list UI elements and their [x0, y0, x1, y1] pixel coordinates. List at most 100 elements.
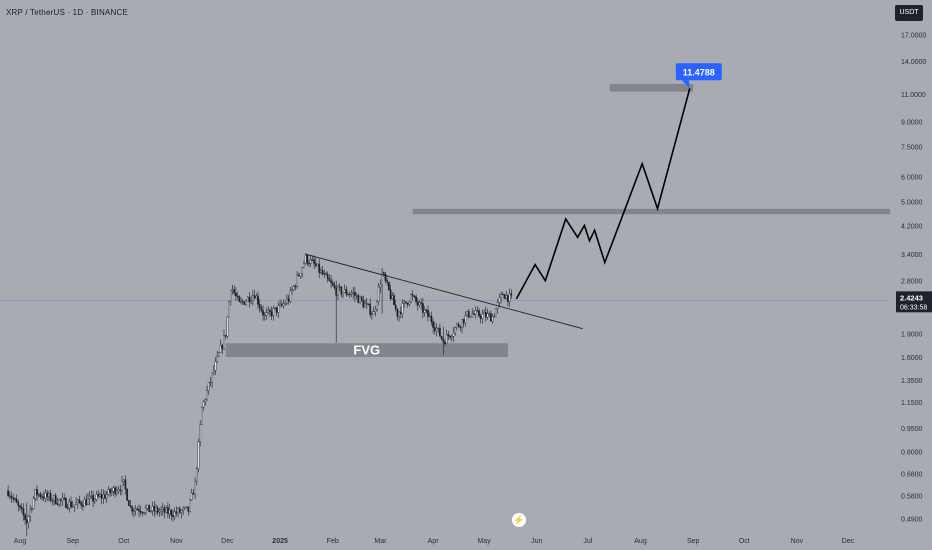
- candle: [7, 485, 9, 498]
- candle: [471, 308, 474, 318]
- candle-body: [226, 316, 229, 337]
- x-tick-label: Mar: [374, 538, 387, 545]
- candle-body: [66, 507, 69, 509]
- candle-body: [122, 479, 125, 482]
- y-tick-label: 4.2000: [901, 223, 923, 230]
- candle: [12, 493, 15, 503]
- candle: [187, 506, 190, 516]
- y-tick-label: 5.0000: [901, 200, 923, 207]
- candle-body: [374, 309, 377, 312]
- candle: [491, 313, 494, 324]
- candle-body: [93, 499, 96, 502]
- candle-body: [161, 507, 164, 510]
- candle-body: [180, 510, 183, 513]
- candle: [340, 285, 343, 298]
- candle-body: [269, 310, 271, 312]
- candle-body: [367, 303, 370, 305]
- candle: [297, 272, 300, 277]
- candle-body: [405, 301, 407, 304]
- candle: [153, 501, 156, 518]
- candle: [134, 504, 137, 516]
- candle: [267, 306, 270, 315]
- candle-body: [284, 303, 287, 305]
- candle: [386, 277, 389, 286]
- candle: [167, 502, 169, 519]
- candle: [403, 299, 406, 308]
- candle-body: [240, 300, 242, 303]
- price-axis[interactable]: 17.0000 14.0000 11.0000 9.0000 7.5000 6.0000 5…: [896, 33, 932, 524]
- candle: [54, 493, 57, 505]
- candle: [141, 510, 144, 517]
- candle: [95, 490, 98, 502]
- candle: [294, 283, 297, 291]
- candle: [82, 500, 84, 511]
- candle-body: [280, 303, 283, 306]
- candle: [70, 496, 72, 509]
- candle-body: [75, 502, 77, 505]
- symbol-title[interactable]: XRP / TetherUS · 1D · BINANCE: [6, 8, 128, 17]
- candle: [10, 491, 13, 503]
- candle-body: [27, 516, 30, 524]
- currency-badge[interactable]: USDT: [895, 5, 923, 21]
- candle-body: [508, 293, 511, 303]
- candle: [58, 498, 60, 508]
- candle: [479, 313, 482, 324]
- candle-body: [54, 495, 57, 504]
- candle-body: [299, 273, 302, 277]
- candle-body: [83, 499, 86, 507]
- candle: [362, 295, 365, 309]
- candle: [320, 267, 322, 274]
- candle: [76, 498, 79, 509]
- candle-body: [467, 311, 470, 318]
- candle-body: [416, 301, 419, 306]
- candle: [48, 490, 50, 502]
- candle-body: [311, 259, 314, 261]
- candle: [303, 260, 305, 269]
- candle-body: [117, 489, 120, 492]
- y-tick-label: 1.1500: [901, 400, 923, 407]
- candle-body: [330, 280, 332, 283]
- candle-body: [398, 311, 400, 317]
- candle: [437, 327, 440, 334]
- candle: [65, 497, 67, 509]
- candle: [44, 489, 47, 503]
- candle: [68, 498, 71, 513]
- candle-body: [484, 312, 487, 318]
- candle: [473, 310, 475, 315]
- candle-body: [320, 270, 322, 273]
- candle: [432, 318, 434, 334]
- candle-body: [85, 499, 88, 506]
- candle-body: [80, 502, 83, 506]
- candle-body: [195, 468, 198, 482]
- x-tick-label: Aug: [14, 538, 27, 545]
- candle: [136, 506, 139, 511]
- candle: [243, 301, 246, 306]
- candle-body: [377, 286, 380, 302]
- candle-body: [134, 508, 137, 511]
- lightning-icon[interactable]: ⚡: [512, 513, 526, 527]
- candle-body: [498, 297, 501, 303]
- candle-body: [158, 510, 161, 513]
- time-axis[interactable]: Aug Sep Oct Nov Dec 2025 Feb Mar Apr May Jun Jul Aug…: [14, 538, 855, 545]
- candle: [459, 325, 462, 332]
- candle: [354, 287, 356, 302]
- candle-body: [228, 301, 230, 318]
- candle-body: [155, 507, 157, 512]
- candle: [418, 300, 421, 308]
- candle: [218, 351, 220, 357]
- candle: [202, 400, 205, 411]
- candle: [364, 299, 366, 308]
- candle: [250, 295, 253, 304]
- candle-body: [316, 263, 319, 267]
- candle: [508, 288, 511, 307]
- candle: [133, 507, 135, 518]
- candle: [369, 298, 372, 318]
- candle-body: [257, 295, 259, 305]
- candle-body: [182, 508, 185, 511]
- x-tick-label: Apr: [428, 538, 440, 545]
- candle-body: [119, 489, 122, 491]
- candle: [124, 475, 127, 495]
- candle-body: [425, 309, 428, 311]
- candle: [374, 305, 377, 317]
